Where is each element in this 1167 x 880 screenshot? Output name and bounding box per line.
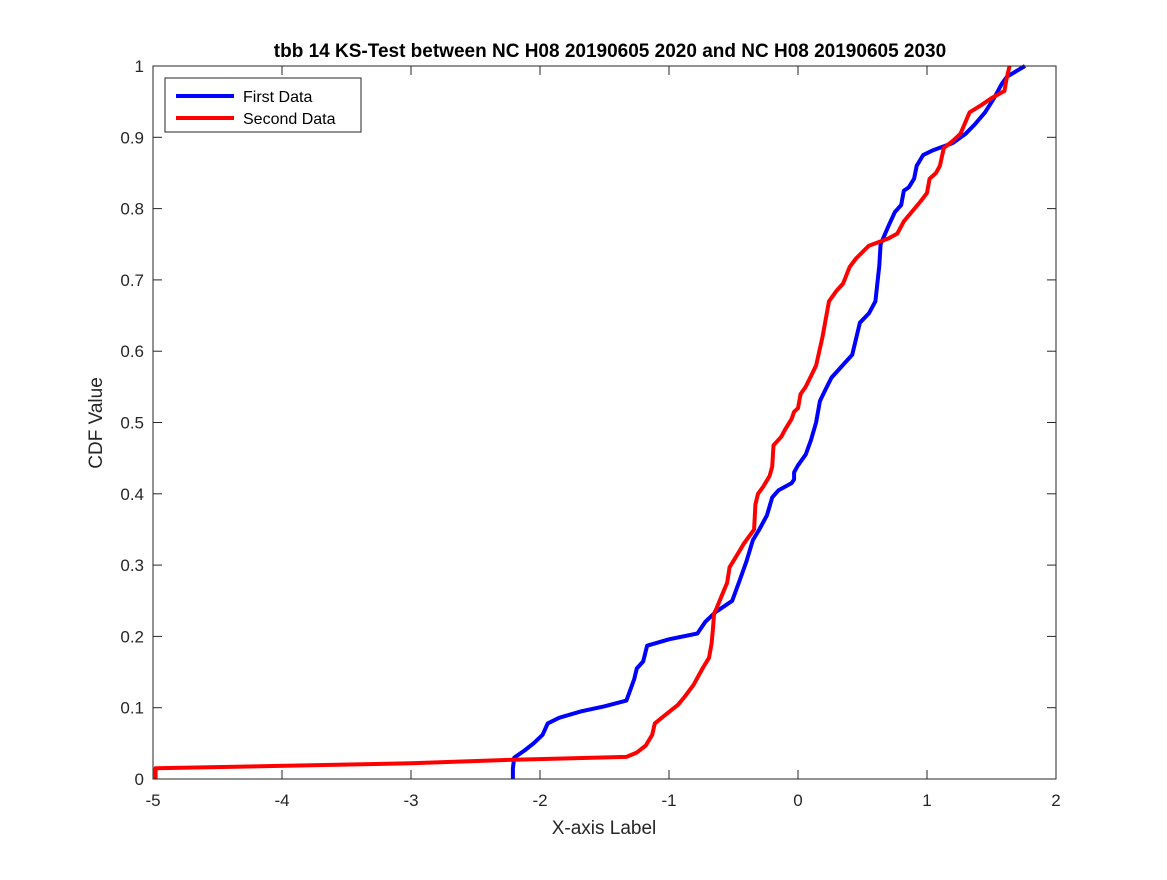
x-axis-label: X-axis Label — [552, 818, 657, 839]
y-tick-label: 0.6 — [120, 342, 144, 361]
x-tick-label: 0 — [793, 791, 802, 810]
y-tick-label: 0.1 — [120, 699, 144, 718]
y-tick-label: 0.9 — [120, 128, 144, 147]
x-tick-label: -1 — [661, 791, 676, 810]
legend-box — [164, 77, 362, 133]
chart-title: tbb 14 KS-Test between NC H08 20190605 2… — [274, 41, 946, 62]
x-tick-label: -4 — [274, 791, 289, 810]
legend: First Data Second Data — [164, 77, 362, 133]
x-tick-label: -2 — [532, 791, 547, 810]
y-tick-label: 0.7 — [120, 271, 144, 290]
x-tick-label: -5 — [145, 791, 160, 810]
series-line-second-data — [153, 65, 1012, 779]
legend-entry-label: First Data — [243, 89, 312, 106]
series-line-first-data — [510, 64, 1027, 779]
y-tick-label: 0.2 — [120, 627, 144, 646]
y-tick-label: 0 — [135, 770, 144, 789]
legend-entry-label: Second Data — [243, 111, 336, 128]
y-tick-label: 0.8 — [120, 200, 144, 219]
y-tick-label: 0.5 — [120, 414, 144, 433]
y-tick-label: 1 — [135, 57, 144, 76]
y-axis-label: CDF Value — [86, 377, 107, 469]
x-tick-label: -3 — [403, 791, 418, 810]
x-tick-label: 1 — [922, 791, 931, 810]
x-tick-label: 2 — [1051, 791, 1060, 810]
y-tick-label: 0.4 — [120, 485, 144, 504]
y-tick-label: 0.3 — [120, 556, 144, 575]
